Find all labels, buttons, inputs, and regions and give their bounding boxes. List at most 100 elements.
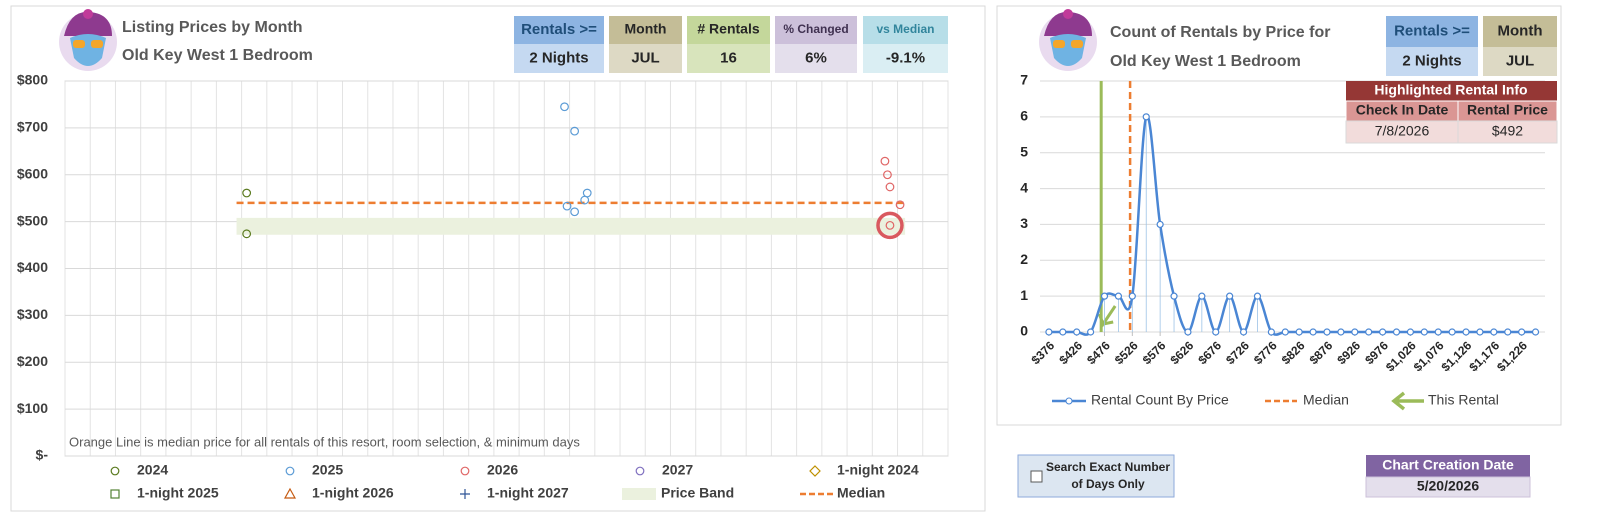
y-tick-label: 7	[1020, 72, 1028, 88]
point	[1476, 328, 1484, 336]
point	[883, 170, 892, 180]
search-option-label[interactable]: of Days Only	[1071, 477, 1145, 491]
point	[1323, 328, 1331, 336]
info-value: 2 Nights	[529, 49, 588, 66]
table-header: Rental Price	[1467, 102, 1548, 118]
point	[110, 466, 120, 476]
checkbox[interactable]	[1030, 470, 1043, 483]
point	[1114, 292, 1123, 300]
y-tick-label: $500	[17, 212, 48, 228]
point	[560, 102, 569, 112]
info-header-cell	[1386, 16, 1478, 47]
search-option-label[interactable]: Search Exact Number	[1046, 460, 1170, 474]
chart-subtitle: Old Key West 1 Bedroom	[1110, 53, 1301, 70]
point	[285, 466, 295, 476]
point	[1295, 328, 1303, 336]
info-value: 16	[720, 49, 737, 66]
y-tick-label: $200	[17, 353, 48, 369]
point	[1531, 328, 1540, 336]
point	[1128, 292, 1136, 300]
point	[1212, 328, 1220, 336]
info-label: Month	[625, 21, 667, 37]
point	[1239, 328, 1248, 336]
point	[1448, 328, 1456, 336]
point	[562, 201, 572, 211]
y-tick-label: $-	[36, 447, 49, 463]
legend-label: 2025	[312, 462, 343, 478]
info-value-cell	[775, 44, 857, 73]
date-value-cell	[1365, 476, 1531, 498]
info-value-cell	[687, 44, 770, 73]
y-tick-label: $800	[17, 72, 48, 88]
legend-label: 1-night 2024	[837, 462, 919, 478]
point	[1504, 328, 1512, 336]
logo	[59, 9, 117, 71]
point	[1184, 328, 1192, 336]
info-value: -9.1%	[886, 49, 925, 66]
point	[242, 188, 252, 198]
point	[809, 465, 821, 477]
info-header-cell	[775, 16, 857, 44]
info-value: 6%	[805, 49, 827, 66]
point	[1045, 328, 1053, 336]
info-label: vs Median	[876, 22, 934, 36]
point	[1087, 328, 1095, 336]
point	[460, 489, 470, 499]
y-tick-label: $100	[17, 400, 48, 416]
y-tick-label: 3	[1020, 215, 1028, 231]
y-tick-label: 0	[1020, 323, 1028, 339]
table-title: Highlighted Rental Info	[1374, 82, 1527, 98]
point	[1434, 328, 1442, 336]
point	[1392, 328, 1401, 336]
info-header-cell	[863, 16, 948, 44]
y-tick-label: 6	[1020, 108, 1028, 124]
price-band	[236, 217, 906, 235]
y-tick-label: $400	[17, 259, 48, 275]
point	[1281, 328, 1289, 336]
point	[880, 156, 890, 166]
info-value-cell	[1483, 47, 1557, 76]
info-label: Rentals >=	[1394, 22, 1470, 39]
date-value: 5/20/2026	[1417, 478, 1479, 494]
info-label: Rentals >=	[521, 21, 597, 38]
chart-title: Count of Rentals by Price for	[1110, 24, 1330, 41]
legend-label: Price Band	[661, 485, 734, 501]
info-header-cell	[609, 16, 682, 44]
table-cell	[1457, 120, 1558, 144]
point	[242, 229, 252, 239]
point	[1226, 292, 1234, 300]
legend-label: Median	[1303, 392, 1349, 408]
y-tick-label: $700	[17, 119, 48, 135]
table-value: $492	[1492, 123, 1523, 139]
date-header-cell	[1366, 455, 1530, 477]
info-label: Month	[1498, 22, 1543, 39]
point	[1170, 292, 1178, 300]
legend-label: This Rental	[1428, 392, 1499, 408]
chart-subtitle: Old Key West 1 Bedroom	[122, 47, 313, 64]
y-tick-label: $300	[17, 306, 48, 322]
chart-title: Listing Prices by Month	[122, 19, 302, 36]
info-header-cell	[687, 16, 770, 44]
info-label: # Rentals	[697, 21, 759, 37]
legend-label: 1-night 2025	[137, 485, 219, 501]
point	[1142, 113, 1150, 121]
info-value-cell	[609, 44, 682, 73]
point	[1100, 292, 1109, 300]
point	[1406, 328, 1415, 336]
point	[1198, 292, 1206, 300]
chart-note: Orange Line is median price for all rent…	[69, 434, 580, 449]
legend-label: 2027	[662, 462, 693, 478]
point	[1351, 328, 1359, 336]
y-tick-label: 2	[1020, 251, 1028, 267]
point	[635, 466, 645, 476]
point	[110, 489, 120, 499]
point	[1518, 328, 1526, 336]
info-header-cell	[1483, 16, 1557, 47]
point	[1490, 328, 1498, 336]
point	[1378, 328, 1387, 336]
point	[460, 466, 470, 476]
legend-label: Median	[837, 485, 885, 501]
y-tick-label: 4	[1020, 179, 1028, 195]
search-option-box[interactable]	[1017, 454, 1175, 498]
